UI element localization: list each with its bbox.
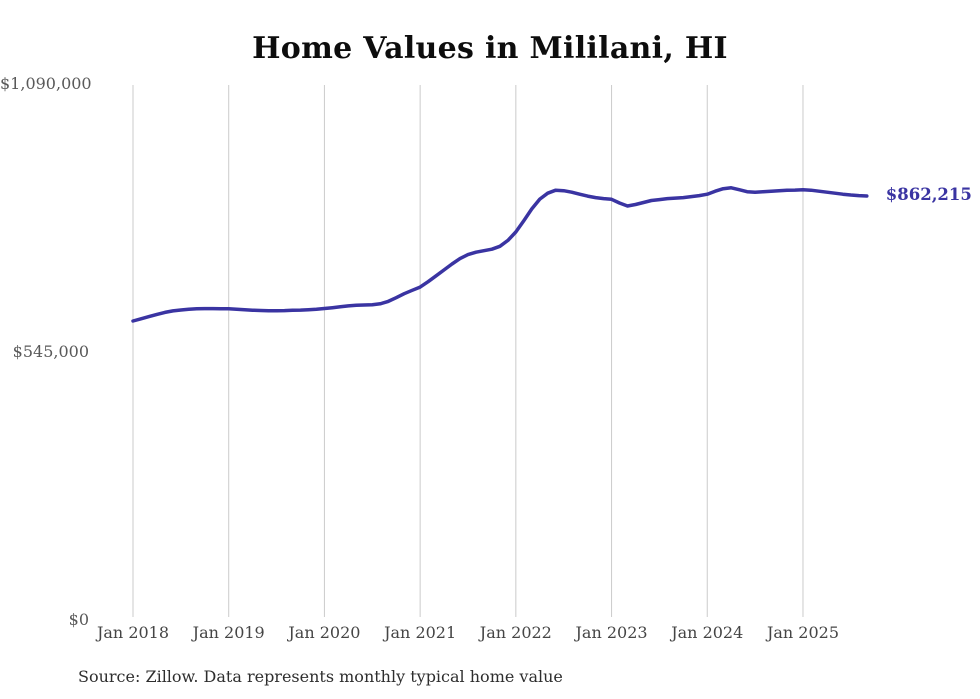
- x-axis-tick-label: Jan 2021: [384, 623, 457, 642]
- y-axis-tick-label: $1,090,000: [0, 74, 92, 93]
- x-axis-tick-label: Jan 2025: [766, 623, 839, 642]
- x-axis-tick-label: Jan 2024: [671, 623, 744, 642]
- x-axis-tick-label: Jan 2023: [575, 623, 648, 642]
- x-axis-tick-label: Jan 2019: [192, 623, 265, 642]
- x-axis-tick-label: Jan 2020: [288, 623, 361, 642]
- source-note: Source: Zillow. Data represents monthly …: [78, 667, 563, 686]
- y-axis-tick-label: $545,000: [12, 342, 89, 361]
- x-axis-tick-label: Jan 2018: [96, 623, 170, 642]
- x-axis-tick-label: Jan 2022: [479, 623, 552, 642]
- latest-value-label: $862,215: [885, 185, 972, 204]
- value-line: [131, 186, 869, 323]
- chart-title: Home Values in Mililani, HI: [252, 31, 728, 66]
- y-axis-tick-label: $0: [68, 610, 89, 629]
